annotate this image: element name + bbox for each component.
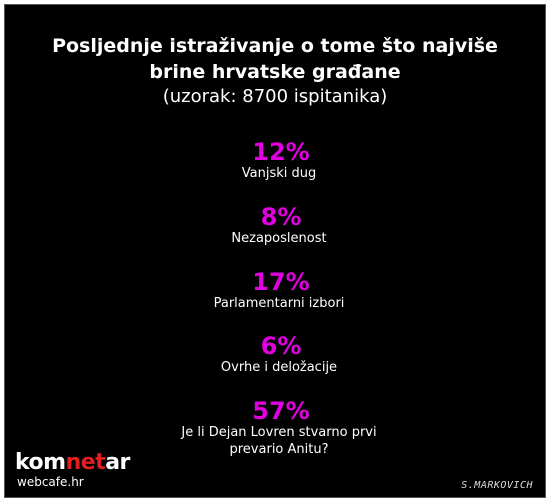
result-item-2: 8% Nezaposlenost: [5, 204, 545, 247]
result-item-5: 57% Je li Dejan Lovren stvarno prvi prev…: [5, 398, 545, 458]
result-label: Vanjski dug: [241, 166, 317, 181]
result-percent: 8%: [260, 203, 302, 231]
logo-part-3: ar: [105, 450, 130, 475]
cartoon-panel: Posljednje istraživanje o tome što najvi…: [4, 4, 546, 498]
logo-wordmark: komnetar: [15, 451, 130, 475]
result-label: Parlamentarni izbori: [213, 296, 345, 311]
komnetar-logo: komnetar webcafe.hr: [15, 451, 130, 490]
result-percent: 17%: [252, 268, 310, 296]
logo-part-1: kom: [15, 450, 66, 475]
title-block: Posljednje istraživanje o tome što najvi…: [5, 33, 545, 109]
result-label: Nezaposlenost: [231, 231, 327, 246]
logo-part-2: net: [65, 450, 106, 475]
logo-subtitle: webcafe.hr: [17, 475, 84, 489]
result-percent: 12%: [252, 138, 310, 166]
artist-signature: S.MARKOVICH: [461, 480, 533, 491]
subtitle: (uzorak: 8700 ispitanika): [162, 86, 388, 107]
title-line-1: Posljednje istraživanje o tome što najvi…: [52, 35, 498, 57]
result-percent: 6%: [260, 332, 302, 360]
result-item-4: 6% Ovrhe i deložacije: [5, 333, 545, 376]
result-label: Ovrhe i deložacije: [220, 360, 338, 375]
result-item-1: 12% Vanjski dug: [5, 139, 545, 182]
title-line-2: brine hrvatske građane: [149, 61, 401, 83]
result-percent: 57%: [252, 397, 310, 425]
result-item-3: 17% Parlamentarni izbori: [5, 269, 545, 312]
result-label: Je li Dejan Lovren stvarno prvi: [181, 425, 377, 440]
result-label-line-2: prevario Anitu?: [229, 442, 329, 457]
